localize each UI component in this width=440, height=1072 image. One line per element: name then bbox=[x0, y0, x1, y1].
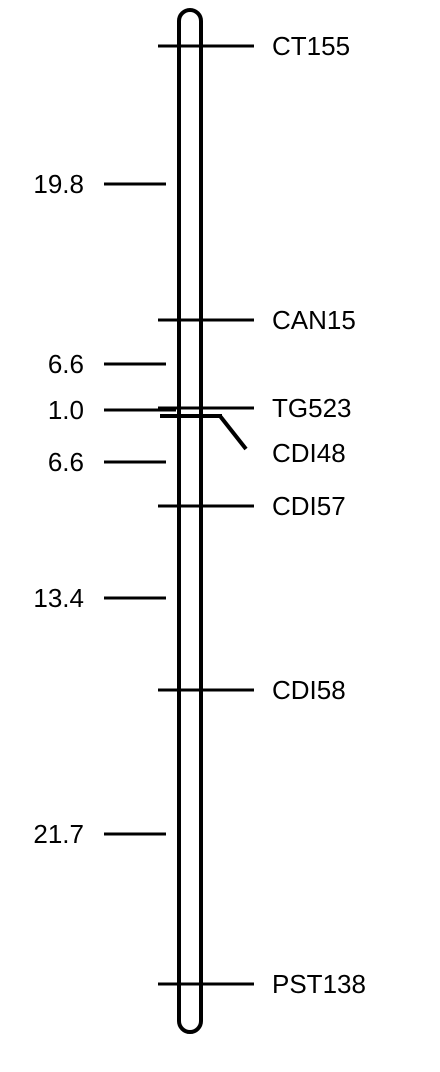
distance-label-d1: 19.8 bbox=[33, 169, 84, 199]
distance-group: 19.8 6.6 1.0 6.6 13.4 21.7 bbox=[33, 169, 176, 849]
marker-label-tg523: TG523 bbox=[272, 393, 352, 423]
marker-label-cdi57: CDI57 bbox=[272, 491, 346, 521]
marker-label-ct155: CT155 bbox=[272, 31, 350, 61]
distance-label-d4: 6.6 bbox=[48, 447, 84, 477]
marker-label-pst138: PST138 bbox=[272, 969, 366, 999]
marker-group: CT155 CAN15 TG523 CDI48 CDI57 CDI58 PST138 bbox=[158, 31, 366, 999]
distance-label-d6: 21.7 bbox=[33, 819, 84, 849]
distance-label-d2: 6.6 bbox=[48, 349, 84, 379]
marker-label-can15: CAN15 bbox=[272, 305, 356, 335]
distance-label-d5: 13.4 bbox=[33, 583, 84, 613]
marker-connector-cdi48 bbox=[218, 414, 248, 451]
distance-label-d3: 1.0 bbox=[48, 395, 84, 425]
chromosome-bar bbox=[177, 8, 203, 1034]
marker-label-cdi58: CDI58 bbox=[272, 675, 346, 705]
marker-label-cdi48: CDI48 bbox=[272, 438, 346, 468]
